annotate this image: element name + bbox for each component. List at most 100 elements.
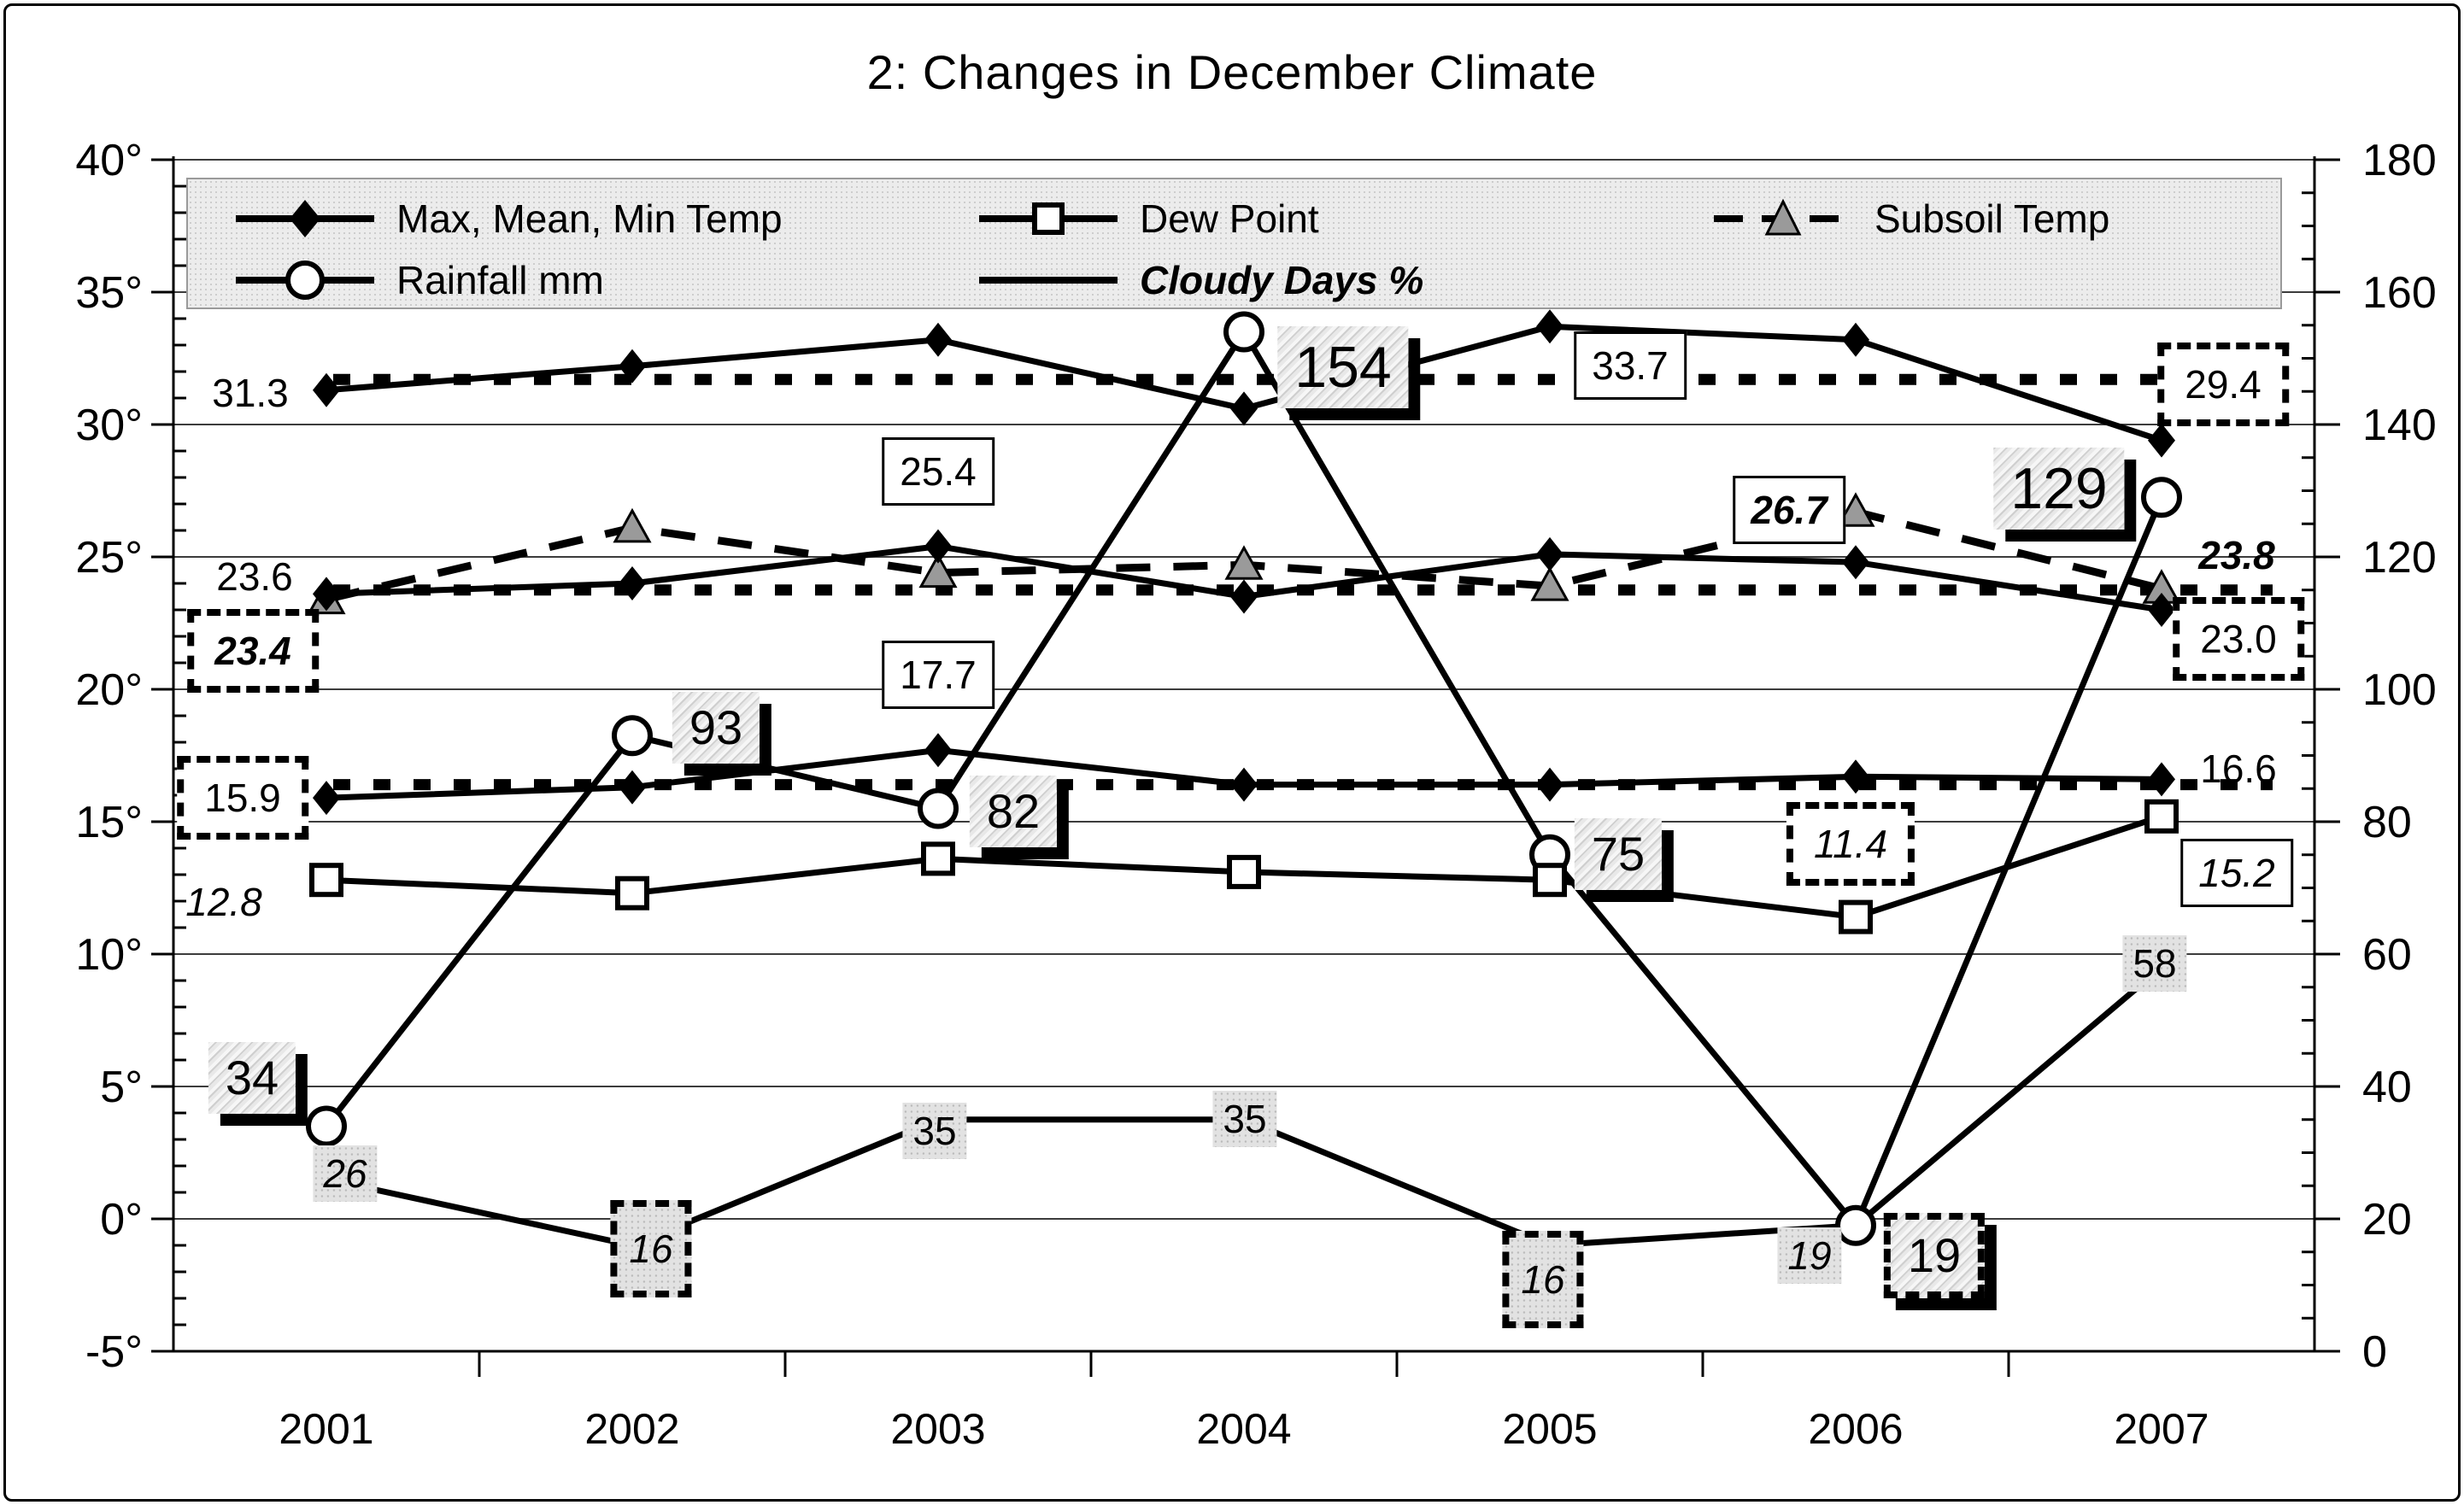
triangle-icon <box>1714 198 1852 236</box>
marker-square <box>309 863 343 898</box>
axis-label-right: 0 <box>2362 1327 2387 1377</box>
marker-circle <box>1835 1204 1876 1246</box>
square-icon <box>979 202 1118 235</box>
legend-item-cloudy-days-: Cloudy Days % <box>976 255 1423 306</box>
marker-square <box>2144 799 2179 834</box>
marker-circle <box>2141 477 2182 518</box>
marker-diamond <box>1842 322 1869 357</box>
marker-triangle <box>1836 492 1875 527</box>
legend-item-rainfall-mm: Rainfall mm <box>232 255 604 306</box>
marker-diamond <box>313 781 340 816</box>
axis-label-left: 25° <box>75 533 143 583</box>
value-label: 17.7 <box>882 641 994 709</box>
marker-diamond <box>1536 767 1563 802</box>
diamond-icon <box>236 200 374 237</box>
chart-title: 2: Changes in December Climate <box>866 45 1598 99</box>
x-axis-label: 2003 <box>890 1405 985 1453</box>
value-label: 35 <box>902 1103 967 1159</box>
x-axis-label: 2007 <box>2114 1405 2209 1453</box>
value-label: 19 <box>1883 1213 1986 1298</box>
axis-label-right: 160 <box>2362 268 2437 318</box>
value-label: 29.4 <box>2157 343 2289 426</box>
axis-label-right: 20 <box>2362 1195 2412 1244</box>
value-label: 15.2 <box>2180 839 2293 907</box>
value-label: 129 <box>1993 448 2125 530</box>
value-label: 34 <box>208 1042 296 1114</box>
line-icon <box>979 277 1118 284</box>
legend-label: Max, Mean, Min Temp <box>396 196 783 241</box>
value-label: 23.0 <box>2173 597 2304 681</box>
legend-item-subsoil-temp: Subsoil Temp <box>1710 193 2109 244</box>
legend-label: Subsoil Temp <box>1874 196 2110 241</box>
marker-square <box>1227 854 1261 889</box>
axis-label-right: 120 <box>2362 533 2437 583</box>
value-label: 82 <box>969 776 1058 847</box>
marker-diamond <box>2148 593 2175 627</box>
marker-diamond <box>924 733 952 768</box>
x-axis-label: 2006 <box>1808 1405 1903 1453</box>
legend: Max, Mean, Min Temp Dew Point Subsoil Temp… <box>186 178 2282 309</box>
marker-diamond <box>1230 579 1258 614</box>
marker-diamond <box>313 577 340 612</box>
marker-diamond <box>1536 309 1563 344</box>
axis-label-left: 0° <box>100 1195 143 1244</box>
value-label: 31.3 <box>212 371 289 415</box>
value-label: 16 <box>610 1200 692 1297</box>
marker-circle <box>612 715 653 757</box>
value-label: 75 <box>1574 818 1663 890</box>
value-label: 25.4 <box>882 437 994 506</box>
marker-diamond <box>313 372 340 407</box>
axis-label-left: 10° <box>75 930 143 980</box>
axis-label-left: -5° <box>85 1327 143 1377</box>
value-label: 23.8 <box>2198 533 2275 577</box>
marker-circle <box>918 788 959 829</box>
marker-diamond <box>2148 423 2175 458</box>
marker-diamond <box>619 770 646 805</box>
x-axis-label: 2001 <box>279 1405 373 1453</box>
marker-diamond <box>1842 545 1869 580</box>
legend-label: Dew Point <box>1140 196 1319 241</box>
value-label: 16 <box>1502 1231 1584 1328</box>
value-label: 23.6 <box>216 554 293 599</box>
value-label: 23.4 <box>187 609 319 693</box>
axis-label-right: 180 <box>2362 136 2437 185</box>
value-label: 26.7 <box>1733 476 1845 544</box>
legend-label: Rainfall mm <box>396 258 604 302</box>
axis-label-right: 80 <box>2362 798 2412 847</box>
marker-triangle <box>613 507 652 543</box>
axis-label-right: 100 <box>2362 665 2437 715</box>
marker-diamond <box>1230 767 1258 802</box>
value-label: 11.4 <box>1786 802 1915 886</box>
value-label: 93 <box>672 692 760 764</box>
marker-diamond <box>924 322 952 357</box>
marker-triangle <box>918 553 958 589</box>
axis-label-left: 15° <box>75 798 143 847</box>
value-label: 26 <box>313 1145 378 1202</box>
marker-diamond <box>924 529 952 564</box>
legend-item-dew-point: Dew Point <box>976 193 1319 244</box>
axis-label-left: 5° <box>100 1063 143 1112</box>
marker-square <box>615 875 649 911</box>
legend-label: Cloudy Days % <box>1140 258 1424 302</box>
x-axis-label: 2005 <box>1502 1405 1597 1453</box>
x-axis-label: 2002 <box>584 1405 679 1453</box>
marker-diamond <box>1230 391 1258 426</box>
marker-diamond <box>619 348 646 384</box>
marker-diamond <box>1842 759 1869 794</box>
axis-label-right: 40 <box>2362 1063 2412 1112</box>
value-label: 58 <box>2122 935 2187 992</box>
value-label: 35 <box>1212 1091 1277 1147</box>
marker-square <box>1839 899 1873 934</box>
legend-item-max-mean-min-temp: Max, Mean, Min Temp <box>232 193 783 244</box>
marker-circle <box>306 1105 347 1147</box>
value-label: 12.8 <box>185 880 262 924</box>
value-label: 33.7 <box>1574 331 1687 400</box>
value-label: 16.6 <box>2200 747 2277 791</box>
axis-label-left: 40° <box>75 136 143 185</box>
axis-label-left: 35° <box>75 268 143 318</box>
marker-diamond <box>2148 762 2175 797</box>
circle-icon <box>236 261 374 300</box>
marker-triangle <box>1224 545 1264 580</box>
axis-label-right: 140 <box>2362 401 2437 450</box>
